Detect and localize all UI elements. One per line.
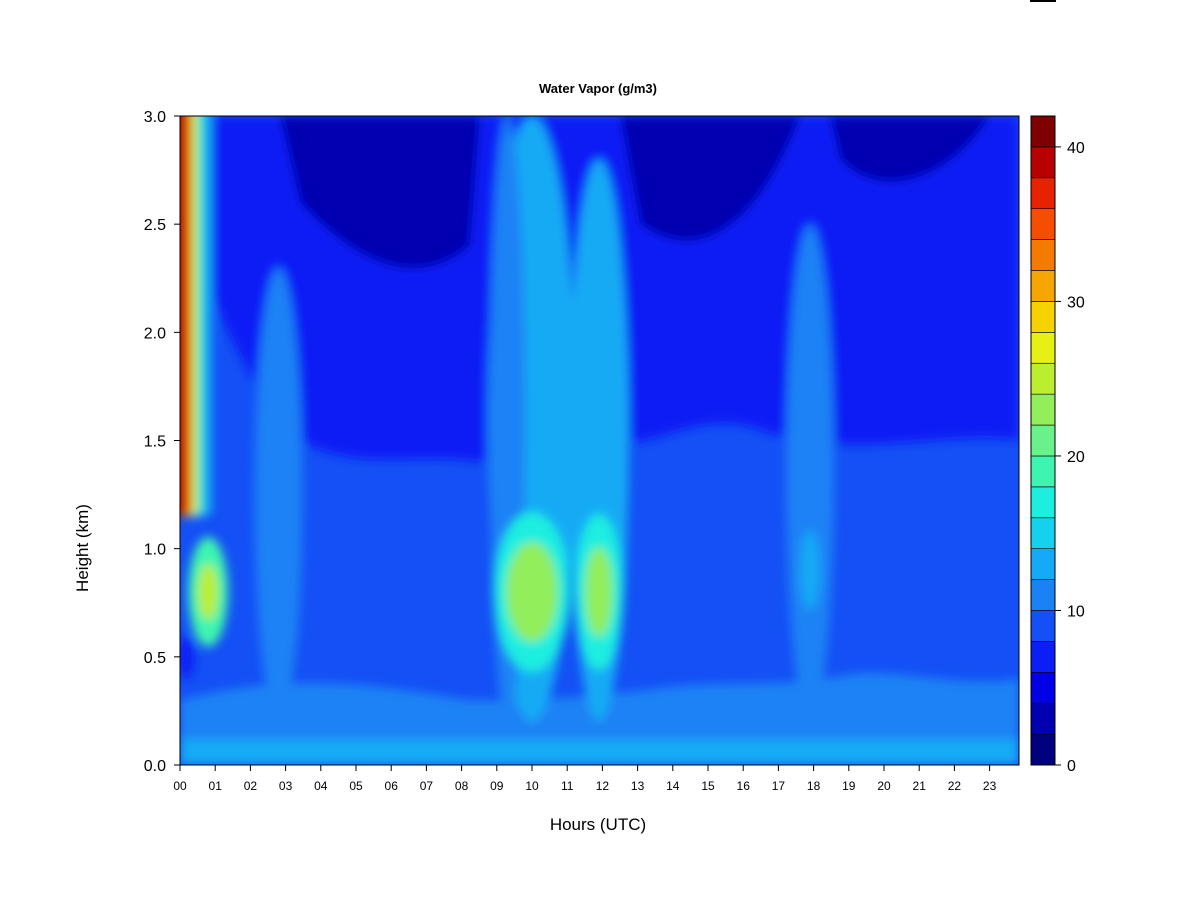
x-tick-label: 15	[701, 779, 715, 793]
colorbar-segment	[1030, 486, 1056, 519]
colorbar-segment	[1030, 146, 1056, 179]
heatmap-field	[180, 116, 1019, 765]
colorbar-segment	[1030, 239, 1056, 271]
y-tick-label: 1.5	[144, 434, 166, 451]
x-tick-label: 11	[561, 779, 574, 793]
chart-title: Water Vapor (g/m3)	[539, 81, 657, 96]
colorbar-tick-label: 40	[1067, 140, 1085, 157]
x-tick-label: 08	[455, 779, 469, 793]
x-tick-label: 17	[772, 779, 786, 793]
colorbar-segment	[1030, 424, 1056, 457]
colorbar-segment	[1030, 548, 1056, 580]
colorbar-segment	[1030, 332, 1056, 364]
x-tick-label: 03	[279, 779, 293, 793]
colorbar-segment	[1030, 301, 1056, 333]
colorbar-segment	[1030, 733, 1056, 766]
moist-blob-1	[506, 541, 558, 642]
colorbar-segment	[1030, 393, 1056, 426]
surface-layer	[180, 739, 1019, 765]
moist-blob-3	[584, 546, 613, 637]
x-tick-label: 07	[420, 779, 434, 793]
x-tick-label: 14	[666, 779, 680, 793]
colorbar-segment	[1030, 455, 1056, 488]
colorbar-segment	[1030, 177, 1056, 210]
colorbar-tick-label: 0	[1067, 758, 1076, 775]
x-tick-label: 22	[948, 779, 962, 793]
x-axis-label: Hours (UTC)	[550, 815, 646, 834]
moist-blob-6	[800, 530, 821, 611]
surface-dry-pocket	[180, 634, 194, 679]
x-tick-label: 12	[596, 779, 610, 793]
colorbar	[1030, 115, 1056, 766]
x-tick-label: 02	[244, 779, 258, 793]
colorbar-segment	[1030, 208, 1056, 240]
colorbar-segment	[1030, 115, 1056, 148]
y-tick-label: 2.0	[144, 325, 166, 342]
y-tick-label: 0.5	[144, 650, 166, 667]
y-tick-label: 2.5	[144, 217, 166, 234]
x-tick-label: 01	[209, 779, 223, 793]
x-tick-label: 20	[877, 779, 891, 793]
x-tick-label: 23	[983, 779, 997, 793]
colorbar-segment	[1030, 610, 1056, 642]
y-axis: 0.0 0.5 1.0 1.5 2.0 2.5 3.0	[144, 109, 180, 775]
x-tick-label: 19	[842, 779, 856, 793]
moist-column-0	[254, 267, 303, 722]
x-tick-label: 21	[913, 779, 927, 793]
x-tick-label: 06	[385, 779, 399, 793]
x-tick-label: 04	[314, 779, 328, 793]
x-tick-label: 10	[525, 779, 539, 793]
moist-blob-5	[198, 563, 219, 620]
x-tick-label: 05	[349, 779, 363, 793]
colorbar-tick-label: 30	[1067, 294, 1085, 311]
plume-band-4	[180, 116, 188, 517]
very-dry-top-region	[280, 116, 990, 269]
corner-mark	[1030, 0, 1056, 2]
x-axis: 00 01 02 03 04 05 06 07 08 09 10 11 12 13 14 15 16 17 18 19…	[173, 765, 997, 793]
x-tick-label: 16	[737, 779, 751, 793]
colorbar-segment	[1030, 641, 1056, 673]
x-tick-label: 13	[631, 779, 645, 793]
y-axis-label: Height (km)	[73, 504, 92, 592]
colorbar-segment	[1030, 579, 1056, 611]
colorbar-frame	[1030, 115, 1056, 766]
moist-column-3	[786, 224, 835, 722]
y-tick-label: 3.0	[144, 109, 166, 126]
y-tick-label: 1.0	[144, 542, 166, 559]
y-tick-label: 0.0	[144, 758, 166, 775]
colorbar-ticks: 0 10 20 30 40	[1055, 140, 1085, 775]
colorbar-segment	[1030, 671, 1056, 704]
x-tick-label: 09	[490, 779, 504, 793]
x-tick-label: 00	[173, 779, 187, 793]
colorbar-tick-label: 10	[1067, 603, 1085, 620]
colorbar-segment	[1030, 362, 1056, 395]
colorbar-tick-label: 20	[1067, 449, 1085, 466]
colorbar-segment	[1030, 702, 1056, 735]
colorbar-segment	[1030, 517, 1056, 549]
colorbar-segment	[1030, 270, 1056, 302]
x-tick-label: 18	[807, 779, 821, 793]
